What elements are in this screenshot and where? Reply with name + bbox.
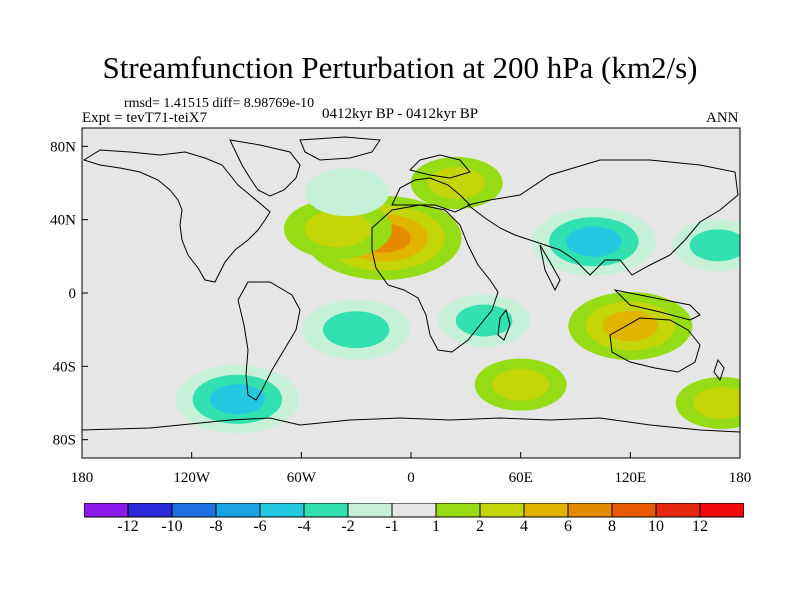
colorbar-label: -8 [209, 518, 223, 535]
stats-text: rmsd= 1.41515 diff= 8.98769e-10 [124, 96, 315, 111]
axis-ticks [81, 145, 741, 458]
colorbar-swatch [171, 503, 217, 518]
contour-level [566, 226, 622, 257]
x-tick-label: 60E [509, 470, 533, 486]
y-tick-label: 0 [69, 286, 77, 302]
x-tick-label: 180 [729, 470, 752, 486]
colorbar-swatch [523, 503, 569, 518]
colorbar-swatch [391, 503, 437, 518]
colorbar-swatch [259, 503, 305, 518]
anomaly-2 [531, 207, 656, 276]
x-tick-label: 0 [407, 470, 415, 486]
colorbar-swatch [303, 503, 349, 518]
colorbar-label: -6 [253, 518, 267, 535]
x-tick-label: 120E [614, 470, 646, 486]
contour-level [304, 210, 372, 248]
x-tick-label: 60W [287, 470, 317, 486]
colorbar-label: 6 [564, 518, 572, 535]
colorbar-label: -2 [341, 518, 355, 535]
anomaly-8 [410, 157, 503, 209]
y-tick-label: 40N [50, 213, 76, 229]
colorbar-swatch [84, 503, 129, 518]
y-tick-label: 80N [50, 139, 76, 155]
colorbar-label: 10 [648, 518, 664, 535]
x-tick-label: 180 [71, 470, 94, 486]
y-tick-label: 80S [53, 433, 76, 449]
colorbar-swatch [479, 503, 525, 518]
contour-level [602, 310, 658, 342]
colorbar-label: -10 [161, 518, 183, 535]
colorbar-swatch [435, 503, 481, 518]
colorbar-swatch [127, 503, 173, 518]
anomaly-4 [568, 292, 693, 360]
colorbar-swatch [347, 503, 393, 518]
colorbar-label: 8 [608, 518, 616, 535]
coastlines [82, 136, 740, 433]
colorbar-label: -12 [117, 518, 139, 535]
anomaly-7 [175, 365, 300, 434]
colorbar [84, 503, 744, 518]
colorbar-label: -4 [297, 518, 311, 535]
anomaly-11 [675, 377, 740, 429]
y-tick-label: 40S [53, 359, 76, 375]
anomaly-3 [672, 219, 740, 272]
contour-level [693, 387, 740, 419]
chart-title: Streamfunction Perturbation at 200 hPa (… [102, 50, 698, 85]
contour-level [322, 311, 390, 349]
colorbar-label: -1 [385, 518, 399, 535]
contour-level [428, 167, 486, 199]
anomaly-10 [474, 358, 567, 411]
contour-level [492, 368, 549, 401]
streamfunction-field [175, 157, 740, 434]
colorbar-label: 12 [692, 518, 708, 535]
colorbar-swatch [655, 503, 701, 518]
experiment-label: Expt = tevT71-teiX7 [82, 110, 208, 126]
contour-level [209, 384, 265, 415]
colorbar-swatch [699, 503, 744, 518]
x-tick-label: 120W [173, 470, 211, 486]
colorbar-label: 2 [476, 518, 484, 535]
colorbar-label: 4 [520, 518, 528, 535]
colorbar-label: 1 [432, 518, 440, 535]
colorbar-swatch [611, 503, 657, 518]
contour-level [689, 229, 740, 262]
anomaly-9 [305, 168, 390, 217]
axis-tick-labels: 180 120W 60W 0 60E 120E 180 80N 40N 0 40S 80S [50, 139, 751, 486]
anomaly-6 [302, 299, 411, 360]
season-label: ANN [706, 110, 739, 126]
contour-level [305, 168, 390, 217]
colorbar-swatch [567, 503, 613, 518]
colorbar-swatch [215, 503, 261, 518]
period-label: 0412kyr BP - 0412kyr BP [322, 106, 479, 122]
